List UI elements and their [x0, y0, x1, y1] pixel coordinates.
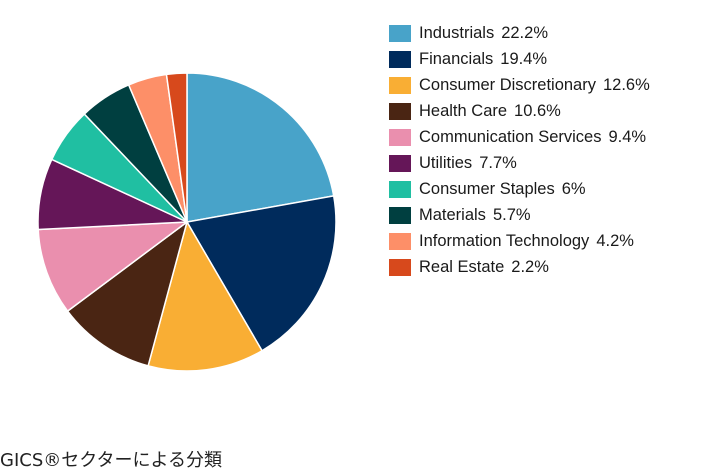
pie-slice-consumer-discretionary	[147, 221, 263, 372]
pie-slice-health-care	[66, 221, 188, 367]
legend-item-materials: Materials 5.7%	[389, 202, 650, 228]
legend-swatch	[389, 50, 411, 68]
legend-item-information-technology: Information Technology 4.2%	[389, 228, 650, 254]
legend-label: Real Estate	[419, 257, 505, 276]
legend-label: Utilities	[419, 153, 473, 172]
chart-caption: GICS®セクターによる分類	[0, 450, 222, 471]
legend-item-utilities: Utilities 7.7%	[389, 150, 650, 176]
legend-value: 10.6%	[514, 101, 561, 120]
legend-item-consumer-discretionary: Consumer Discretionary 12.6%	[389, 72, 650, 98]
legend-swatch	[389, 232, 411, 250]
legend-value: 2.2%	[511, 257, 549, 276]
pie-slice-financials	[186, 195, 337, 352]
legend-value: 4.2%	[596, 231, 634, 250]
legend-value: 12.6%	[602, 75, 650, 94]
legend-label: Health Care	[419, 101, 508, 120]
legend-item-health-care: Health Care 10.6%	[389, 98, 650, 124]
legend-item-industrials: Industrials 22.2%	[389, 20, 650, 46]
legend-label: Financials	[419, 49, 494, 68]
legend-swatch	[389, 102, 411, 120]
legend-label: Information Technology	[419, 231, 590, 250]
legend-value: 5.7%	[492, 205, 531, 224]
legend-swatch	[389, 180, 411, 198]
legend-label: Consumer Discretionary	[419, 75, 596, 94]
legend-swatch	[389, 128, 411, 146]
pie-chart	[37, 72, 337, 372]
legend-label: Communication Services	[419, 127, 602, 146]
legend-label: Industrials	[419, 23, 495, 42]
legend-item-financials: Financials 19.4%	[389, 46, 650, 72]
legend-item-real-estate: Real Estate 2.2%	[389, 254, 650, 280]
legend-swatch	[389, 154, 411, 172]
legend-value: 6%	[561, 179, 586, 198]
legend-swatch	[389, 76, 411, 94]
legend-value: 19.4%	[500, 49, 548, 68]
legend-label: Materials	[419, 205, 486, 224]
legend-swatch	[389, 258, 411, 276]
pie-slice-communication-services	[37, 221, 188, 312]
legend-value: 9.4%	[608, 127, 647, 146]
legend-value: 7.7%	[479, 153, 517, 172]
legend-label: Consumer Staples	[419, 179, 555, 198]
legend-swatch	[389, 24, 411, 42]
legend-item-consumer-staples: Consumer Staples 6%	[389, 176, 650, 202]
pie-slice-real-estate	[165, 72, 188, 223]
legend-item-communication-services: Communication Services 9.4%	[389, 124, 650, 150]
legend-swatch	[389, 206, 411, 224]
legend-value: 22.2%	[501, 23, 548, 42]
chart-legend: Industrials 22.2% Financials 19.4% Consumer …	[389, 20, 650, 280]
pie-slice-industrials	[186, 72, 335, 223]
